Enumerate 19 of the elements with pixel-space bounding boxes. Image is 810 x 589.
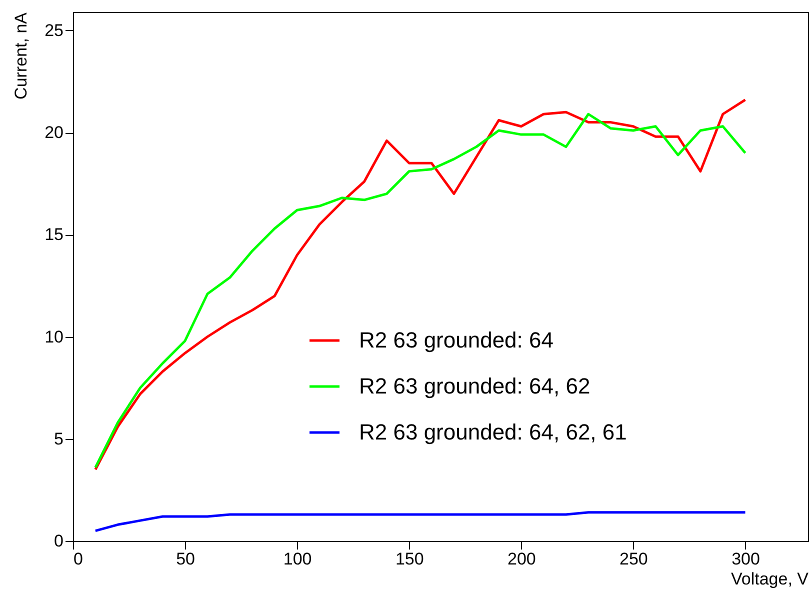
legend-label: R2 63 grounded: 64 — [359, 328, 554, 352]
x-tick-label: 100 — [283, 550, 312, 568]
x-tick-label: 200 — [507, 550, 536, 568]
x-axis-title: Voltage, V — [730, 570, 810, 588]
x-tick-label: 300 — [732, 550, 760, 568]
legend-label: R2 63 grounded: 64, 62 — [359, 374, 590, 398]
x-tick-label: 150 — [395, 550, 424, 568]
legend-label: R2 63 grounded: 64, 62, 61 — [359, 420, 627, 444]
y-tick-label: 25 — [44, 20, 64, 40]
y-tick-label: 5 — [54, 429, 64, 448]
x-tick-label: 250 — [620, 550, 648, 568]
x-tick-label: 0 — [74, 550, 83, 568]
x-tick-label: 50 — [176, 550, 196, 568]
y-tick-label: 20 — [44, 123, 64, 142]
y-tick-label: 15 — [44, 225, 64, 244]
y-tick-label: 0 — [54, 532, 64, 550]
line-series — [94, 511, 747, 532]
y-tick-label: 10 — [44, 327, 64, 346]
y-axis-title: Current, nA — [12, 12, 30, 100]
